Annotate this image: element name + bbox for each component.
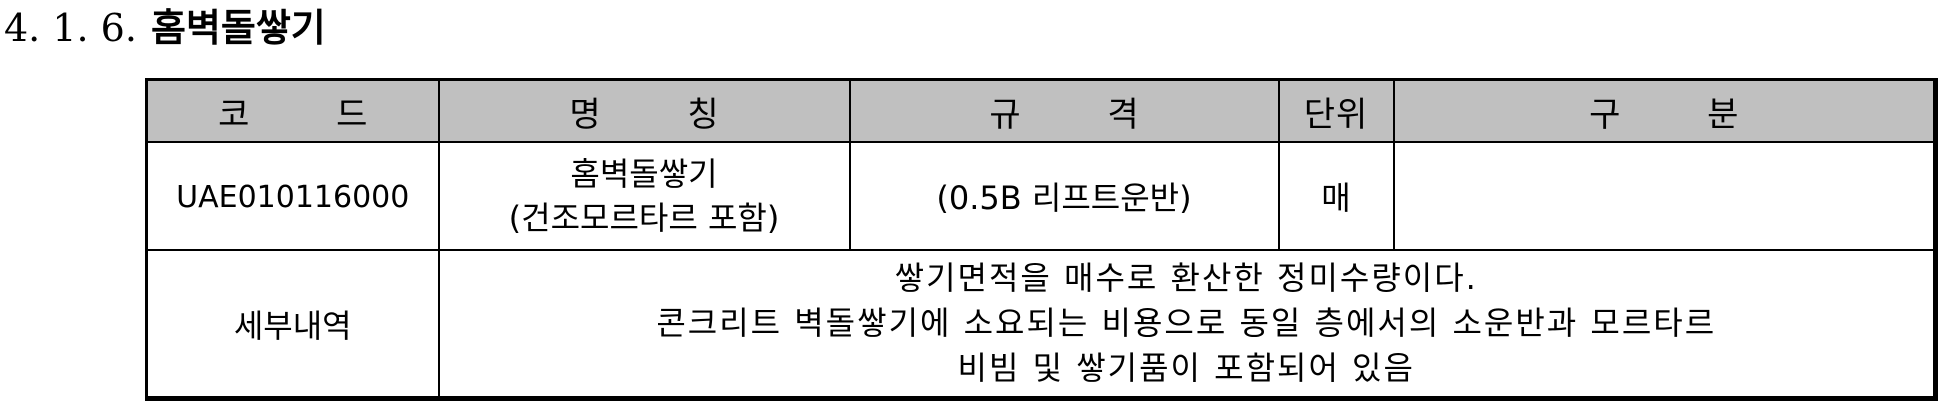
- item-spec-cell: (0.5B 리프트운반): [848, 141, 1280, 251]
- item-unit: 매: [1321, 179, 1351, 217]
- detail-line-2: 콘크리트 벽돌쌓기에 소요되는 비용으로 동일 층에서의 소운반과 모르타르: [656, 304, 1717, 342]
- detail-line-1: 쌓기면적을 매수로 환산한 정미수량이다.: [894, 259, 1478, 297]
- item-code: UAE010116000: [176, 180, 410, 215]
- table-row-detail: 세부내역 쌓기면적을 매수로 환산한 정미수량이다. 콘크리트 벽돌쌓기에 소요…: [145, 249, 1937, 400]
- header-category: 구 분: [1392, 78, 1937, 143]
- table-header-row: 코 드 명 칭 규 격 단위 구 분: [145, 78, 1937, 143]
- header-name: 명 칭: [437, 78, 851, 143]
- item-name-line2: (건조모르타르 포함): [508, 199, 780, 237]
- item-category-cell: [1392, 141, 1937, 251]
- detail-line-3: 비빔 및 쌓기품이 포함되어 있음: [957, 349, 1415, 387]
- section-heading: 4. 1. 6. 홈벽돌쌓기: [4, 0, 326, 56]
- header-spec: 규 격: [848, 78, 1280, 143]
- spec-table: 코 드 명 칭 규 격 단위 구 분 UAE010116000 홈벽돌쌓기 (건…: [145, 78, 1938, 401]
- item-code-cell: UAE010116000: [145, 141, 440, 251]
- detail-label: 세부내역: [233, 306, 352, 345]
- header-code: 코 드: [145, 78, 440, 143]
- item-unit-cell: 매: [1277, 141, 1395, 251]
- detail-text-cell: 쌓기면적을 매수로 환산한 정미수량이다. 콘크리트 벽돌쌓기에 소요되는 비용…: [437, 249, 1937, 400]
- detail-label-cell: 세부내역: [145, 249, 440, 400]
- section-number: 4. 1. 6.: [4, 6, 137, 50]
- item-spec: (0.5B 리프트운반): [936, 179, 1192, 217]
- item-name-line1: 홈벽돌쌓기: [570, 155, 718, 193]
- table-row: UAE010116000 홈벽돌쌓기 (건조모르타르 포함) (0.5B 리프트…: [145, 141, 1937, 251]
- section-title: 홈벽돌쌓기: [150, 5, 326, 50]
- header-unit: 단위: [1277, 78, 1395, 143]
- item-name-cell: 홈벽돌쌓기 (건조모르타르 포함): [437, 141, 851, 251]
